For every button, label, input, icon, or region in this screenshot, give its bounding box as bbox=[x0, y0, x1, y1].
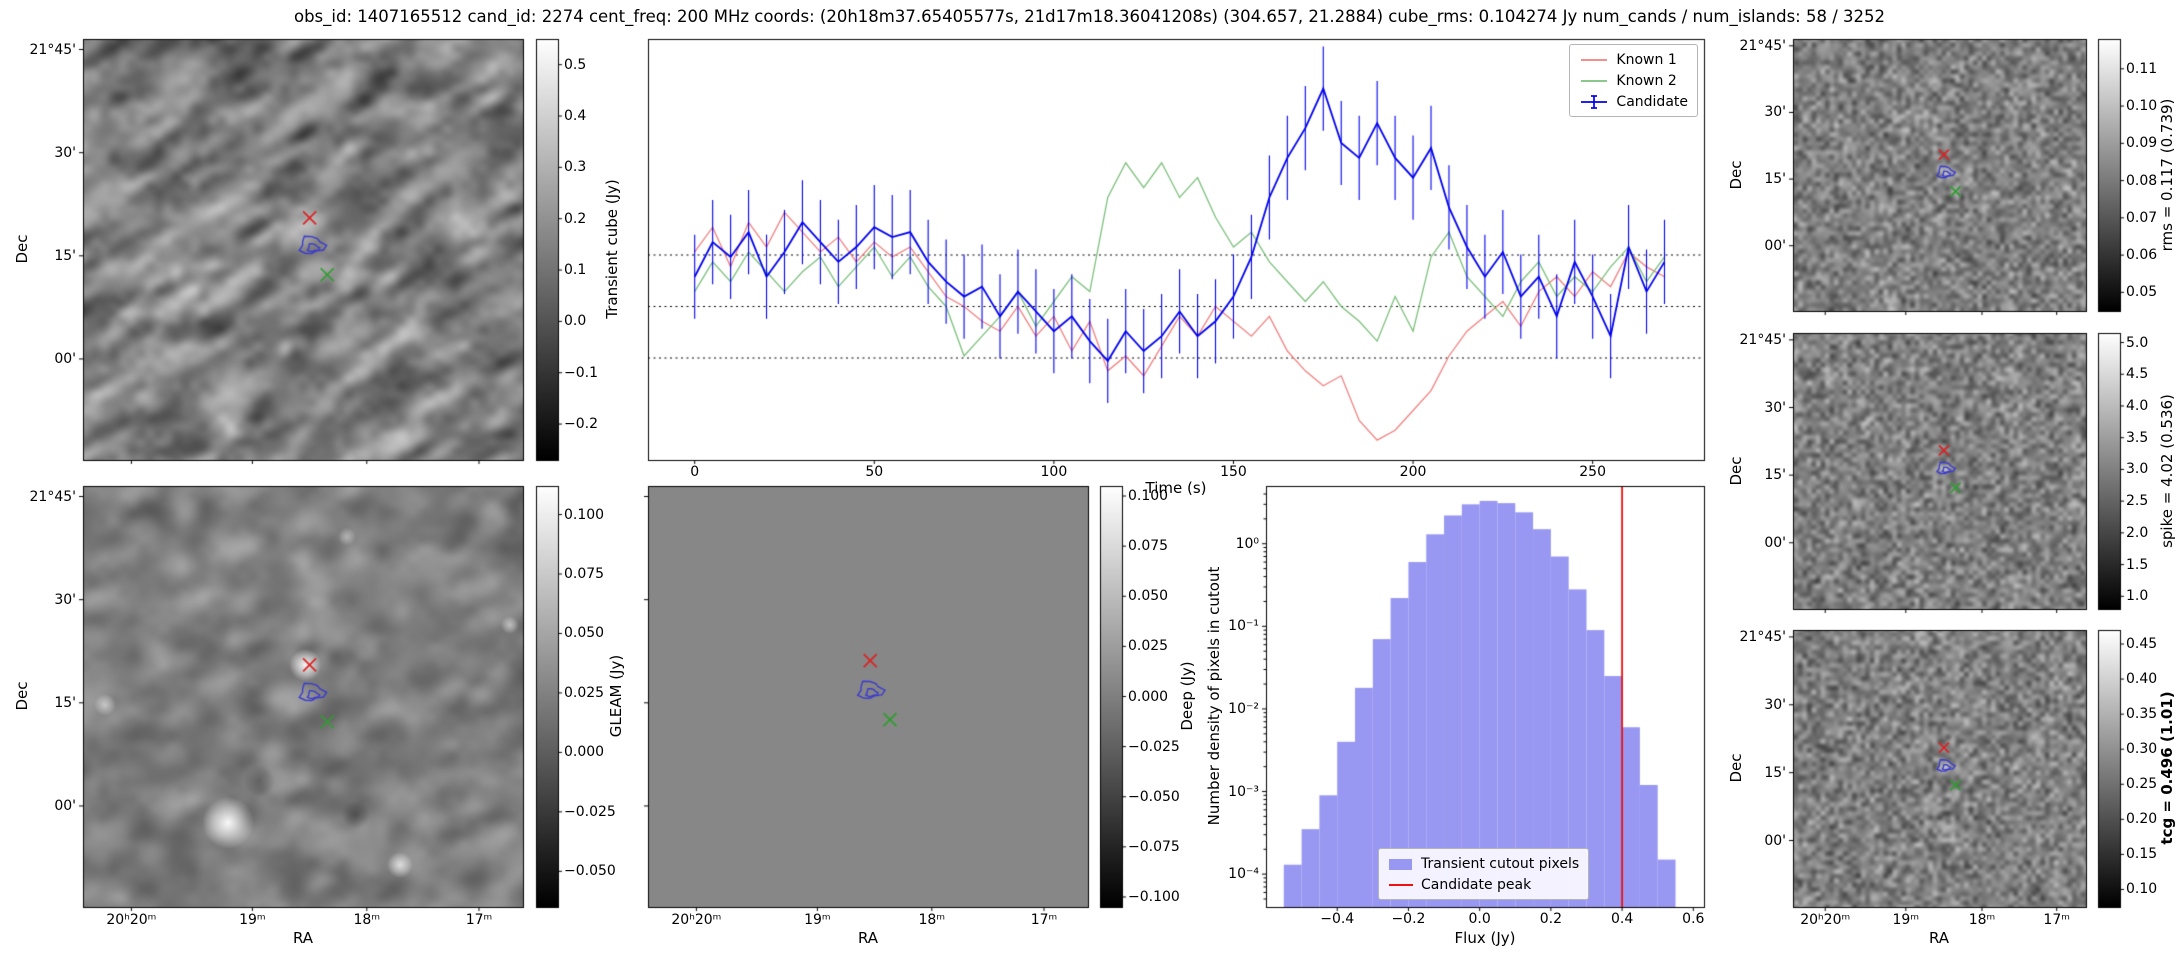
colorbar-label-deep: Deep (Jy) bbox=[1178, 661, 1196, 731]
ra-axis-label-tcg: RA bbox=[1928, 929, 1950, 947]
legend-item-known-1: Known 1 bbox=[1579, 49, 1688, 70]
flux-histogram-panel bbox=[1266, 486, 1704, 907]
candidate-peak-line-icon bbox=[1389, 883, 1413, 886]
colorbar-label-transient-cube: Transient cube (Jy) bbox=[603, 179, 621, 319]
colorbar-label-gleam: GLEAM (Jy) bbox=[607, 654, 625, 738]
legend-item-cutout-pixels: Transient cutout pixels bbox=[1388, 853, 1579, 874]
tcg-map-panel bbox=[1793, 630, 2086, 907]
legend-label-known-1: Known 1 bbox=[1616, 51, 1677, 68]
legend-label-candidate-peak: Candidate peak bbox=[1421, 876, 1532, 893]
dec-axis-label-spike: Dec bbox=[1727, 456, 1745, 486]
legend-label-cutout-pixels: Transient cutout pixels bbox=[1421, 855, 1580, 872]
figure-title: obs_id: 1407165512 cand_id: 2274 cent_fr… bbox=[293, 7, 1886, 26]
known-1-line-icon bbox=[1581, 58, 1608, 61]
transient-cube-cutout-panel bbox=[83, 39, 523, 460]
known-2-line-icon bbox=[1581, 79, 1608, 82]
deep-cutout-panel bbox=[648, 486, 1088, 907]
colorbar-label-spike: spike = 4.02 (0.536) bbox=[2158, 394, 2176, 548]
candidate-errorbar-icon bbox=[1581, 94, 1608, 109]
histogram-swatch-icon bbox=[1389, 858, 1412, 870]
dec-axis-label-tcg: Dec bbox=[1727, 753, 1745, 783]
spike-map-panel bbox=[1793, 333, 2086, 609]
legend-label-known-2: Known 2 bbox=[1616, 72, 1677, 89]
light-curve-legend: Known 1 Known 2 Candidate bbox=[1569, 44, 1698, 117]
colorbar-label-tcg: tcg = 0.496 (1.01) bbox=[2158, 691, 2176, 845]
legend-item-known-2: Known 2 bbox=[1579, 70, 1688, 91]
dec-axis-label-transient-cube: Dec bbox=[13, 234, 31, 264]
density-axis-label-histogram: Number density of pixels in cutout bbox=[1205, 566, 1223, 826]
time-axis-label-light-curve: Time (s) bbox=[1145, 479, 1207, 497]
ra-axis-label-deep: RA bbox=[857, 929, 879, 947]
dec-axis-label-gleam: Dec bbox=[13, 681, 31, 711]
colorbar-label-rms: rms = 0.117 (0.739) bbox=[2158, 98, 2176, 252]
ra-axis-label-gleam: RA bbox=[292, 929, 314, 947]
flux-axis-label-histogram: Flux (Jy) bbox=[1454, 929, 1516, 947]
legend-label-candidate: Candidate bbox=[1616, 93, 1688, 110]
light-curve-panel bbox=[648, 39, 1704, 460]
rms-map-panel bbox=[1793, 39, 2086, 311]
legend-item-candidate-peak: Candidate peak bbox=[1388, 874, 1579, 895]
gleam-cutout-panel bbox=[83, 486, 523, 907]
legend-item-candidate: Candidate bbox=[1579, 91, 1688, 112]
histogram-legend: Transient cutout pixels Candidate peak bbox=[1378, 848, 1590, 900]
dec-axis-label-rms: Dec bbox=[1727, 160, 1745, 190]
